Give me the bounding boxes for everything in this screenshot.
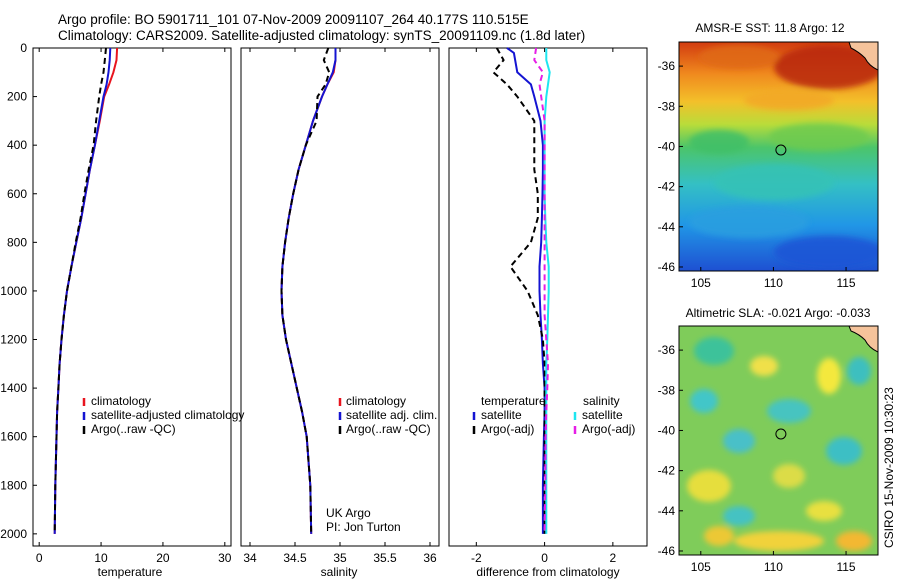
legend-diff-temperature-title: temperature — [481, 394, 546, 408]
difference-xtick-label: -2 — [471, 551, 482, 565]
salinity-xtick-label: 35.5 — [373, 551, 397, 565]
temperature-ytick-label: 0 — [20, 41, 27, 55]
sla-map-xtick-label: 110 — [764, 560, 783, 574]
temperature-xtick-label: 20 — [156, 551, 170, 565]
temperature-legend: climatology satellite-adjusted climatolo… — [82, 394, 244, 436]
temperature-ytick-label: 1200 — [0, 333, 27, 347]
salinity-annotation-pi: PI: Jon Turton — [326, 520, 401, 534]
sla-map-xtick-label: 115 — [836, 560, 855, 574]
temperature-ytick-label: 2000 — [0, 527, 27, 541]
figure-title-line2: Climatology: CARS2009. Satellite-adjuste… — [58, 28, 586, 43]
sla-map-xtick-label: 105 — [691, 560, 711, 574]
temperature-xlabel: temperature — [98, 565, 163, 579]
temperature-xtick-label: 10 — [94, 551, 108, 565]
sst-argo-marker — [775, 144, 787, 156]
temperature-series-climatology — [53, 47, 119, 534]
legend-sal-climatology: climatology — [346, 394, 406, 408]
temperature-series-argo-raw-qc- — [53, 47, 107, 534]
temperature-ytick-label: 400 — [7, 138, 27, 152]
difference-series-temperature-satellite — [506, 47, 546, 534]
salinity-xlabel: salinity — [321, 565, 358, 579]
figure-title-line1: Argo profile: BO 5901711_101 07-Nov-2009… — [58, 12, 529, 27]
difference-xtick-label: 2 — [610, 551, 617, 565]
legend-sal-satellite: satellite adj. clim. — [346, 408, 437, 422]
sst-map-ytick-label: -38 — [658, 99, 676, 113]
sla-map-ytick-label: -40 — [658, 423, 676, 437]
temperature-ytick-label: 1600 — [0, 430, 27, 444]
legend-temp-satellite: satellite-adjusted climatology — [91, 408, 244, 422]
difference-series-salinity-satellite — [543, 48, 551, 534]
legend-diff-sal-satellite: satellite — [582, 408, 623, 422]
salinity-xtick-label: 34.5 — [283, 551, 307, 565]
salinity-xtick-label: 36 — [423, 551, 437, 565]
legend-diff-temp-argo: Argo(-adj) — [481, 422, 534, 436]
difference-xtick-label: 0 — [541, 551, 548, 565]
difference-legend: temperature satellite Argo(-adj) salinit… — [472, 394, 635, 436]
difference-panel: -2 0 2 difference from climatology tempera… — [448, 47, 648, 579]
difference-series-temperature-argo-adj- — [492, 47, 546, 534]
temperature-xtick-label: 0 — [36, 551, 43, 565]
sst-map-xtick-label: 110 — [764, 276, 783, 290]
sla-map-ytick-label: -42 — [658, 464, 676, 478]
temperature-xtick-label: 30 — [218, 551, 232, 565]
temperature-ytick-label: 1400 — [0, 381, 27, 395]
sla-map-ytick-label: -46 — [658, 544, 676, 558]
temperature-ytick-label: 600 — [7, 187, 27, 201]
sla-map-panel: Altimetric SLA: -0.021 Argo: -0.033 — [658, 306, 879, 574]
side-label: CSIRO 15-Nov-2009 10:30:23 — [882, 387, 896, 548]
temperature-ytick-label: 200 — [7, 90, 27, 104]
legend-diff-salinity-title: salinity — [583, 394, 620, 408]
salinity-series-argo-raw-qc- — [280, 47, 331, 534]
sst-map-ytick-label: -36 — [658, 59, 676, 73]
legend-temp-argo: Argo(..raw -QC) — [91, 422, 176, 436]
sla-map-ytick-label: -38 — [658, 383, 676, 397]
temperature-series-satellite — [53, 47, 112, 534]
sst-map-panel: AMSR-E SST: 11.8 Argo: 12 105 110 115 -36 -3… — [658, 21, 879, 290]
salinity-annotation-org: UK Argo — [326, 506, 371, 520]
salinity-panel: 34 34.5 35 35.5 36 salinity climatology sate… — [240, 47, 440, 579]
sla-argo-marker — [775, 428, 787, 440]
salinity-legend: climatology satellite adj. clim. Argo(..… — [338, 394, 437, 436]
difference-series-salinity-argo-adj- — [533, 47, 549, 534]
salinity-xtick-label: 35 — [333, 551, 347, 565]
temperature-ytick-label: 1800 — [0, 478, 27, 492]
temperature-ytick-label: 1000 — [0, 284, 27, 298]
sst-map-ytick-label: -46 — [658, 260, 676, 274]
sla-map-ytick-label: -44 — [658, 504, 676, 518]
sst-map-ytick-label: -44 — [658, 220, 676, 234]
sst-map-ytick-label: -42 — [658, 180, 676, 194]
sst-map-xtick-label: 105 — [691, 276, 711, 290]
sla-map-ytick-label: -36 — [658, 343, 676, 357]
temperature-ytick-label: 800 — [7, 235, 27, 249]
difference-xlabel: difference from climatology — [476, 565, 619, 579]
sla-map-title: Altimetric SLA: -0.021 Argo: -0.033 — [686, 306, 871, 320]
salinity-xtick-label: 34 — [243, 551, 257, 565]
legend-sal-argo: Argo(..raw -QC) — [346, 422, 431, 436]
legend-diff-temp-satellite: satellite — [481, 408, 522, 422]
sst-map-ytick-label: -40 — [658, 139, 676, 153]
sst-map-xtick-label: 115 — [836, 276, 855, 290]
legend-diff-sal-argo: Argo(-adj) — [582, 422, 635, 436]
legend-temp-climatology: climatology — [91, 394, 151, 408]
sst-map-title: AMSR-E SST: 11.8 Argo: 12 — [695, 21, 845, 35]
temperature-panel: 0 10 20 30 0 200 400 600 800 1000 1200 1400 1600 180… — [0, 41, 244, 579]
